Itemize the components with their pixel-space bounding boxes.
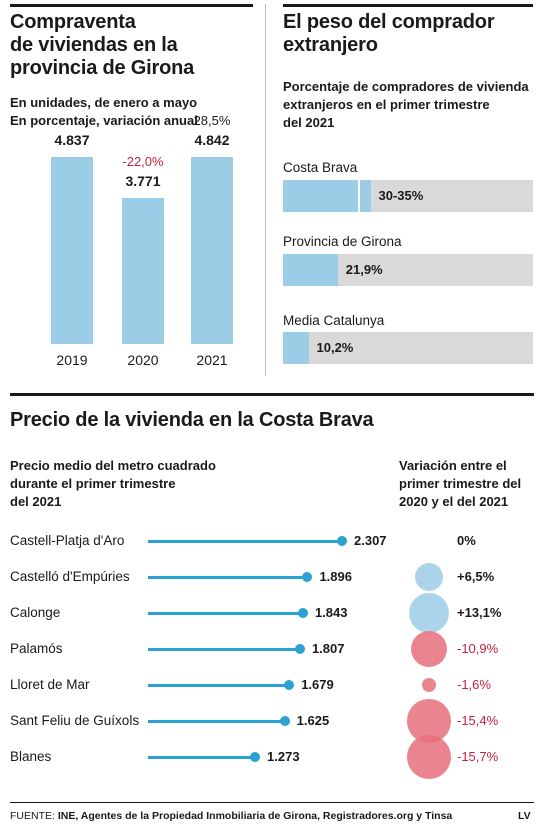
bar-2019: [51, 157, 93, 344]
variation-bubble: [410, 630, 448, 668]
price-value-label: 1.679: [301, 677, 334, 692]
price-value-label: 1.625: [296, 713, 330, 728]
variation-label: +6,5%: [457, 569, 495, 584]
municipality-label: Blanes: [10, 749, 52, 764]
share-value-label: 30-35%: [378, 188, 424, 203]
share-bar-media-catalunya: [283, 332, 309, 364]
price-dot: [284, 680, 295, 690]
bottom-rule: [10, 393, 534, 396]
municipality-label: Lloret de Mar: [10, 677, 90, 692]
bar-value-label: 4.842: [194, 132, 230, 148]
share-value-label: 21,9%: [345, 262, 383, 277]
source-text: INE, Agentes de la Propiedad Inmobiliari…: [57, 810, 453, 822]
price-stem: [148, 611, 303, 615]
bar-change-label: -22,0%: [122, 154, 164, 170]
source-prefix: FUENTE:: [10, 810, 55, 822]
price-stem: [148, 647, 300, 651]
left-chart-notes: En unidades, de enero a mayo En porcenta…: [10, 95, 198, 128]
share-track: 21,9%: [283, 254, 533, 286]
variation-bubble: [408, 592, 450, 634]
year-tick-label: 2020: [127, 352, 159, 368]
bar-value-label: 4.837: [54, 132, 90, 149]
price-dot: [297, 608, 308, 618]
region-label: Costa Brava: [283, 160, 358, 175]
variation-bubble: [414, 562, 444, 592]
price-stem: [148, 683, 290, 687]
price-stem: [148, 719, 285, 723]
municipality-label: Castelló d'Empúries: [10, 569, 130, 584]
year-tick-label: 2021: [196, 352, 228, 368]
share-track: 10,2%: [283, 332, 533, 364]
price-stem: [148, 575, 308, 579]
price-dot: [294, 644, 305, 654]
region-label: Provincia de Girona: [283, 234, 402, 249]
price-value-label: 1.843: [314, 605, 348, 620]
price-value-label: 1.896: [319, 569, 352, 584]
top-left-rule: [10, 4, 253, 7]
left-chart-title: Compraventa de viviendas en la provincia…: [10, 11, 195, 79]
share-bar-costa-brava: [283, 180, 371, 212]
share-bar-provincia-de-girona: [283, 254, 338, 286]
price-stem: [148, 539, 342, 543]
right-chart-subtitle: Porcentaje de compradores de vivienda ex…: [283, 79, 529, 130]
bottom-chart-title: Precio de la vivienda en la Costa Brava: [10, 409, 374, 431]
share-range-divider: [358, 180, 360, 212]
top-right-rule: [283, 4, 533, 7]
variation-bubble: [421, 677, 436, 692]
variation-label: +13,1%: [457, 605, 502, 620]
bar-2020: [122, 198, 164, 344]
variation-label: -15,7%: [457, 749, 499, 764]
variation-label: -1,6%: [457, 677, 491, 692]
brand-logo: LV: [518, 810, 531, 822]
price-value-label: 1.807: [311, 641, 345, 656]
municipality-label: Calonge: [10, 605, 61, 620]
variation-bubble: [407, 735, 451, 779]
variation-label: -15,4%: [457, 713, 499, 728]
share-value-label: 10,2%: [316, 340, 354, 355]
price-value-label: 1.273: [267, 749, 300, 764]
variation-label: 0%: [457, 533, 476, 548]
footer-rule: [10, 802, 534, 803]
panel-separator: [265, 4, 266, 376]
bar-value-label: 3.771: [125, 173, 161, 190]
source-note: FUENTE: INE, Agentes de la Propiedad Inm…: [10, 810, 480, 822]
price-dot: [302, 572, 313, 582]
price-dot: [337, 536, 347, 546]
share-track: 30-35%: [283, 180, 533, 212]
price-value-label: 2.307: [354, 533, 387, 548]
bar-2021: [191, 157, 233, 344]
variation-label: -10,9%: [457, 641, 499, 656]
region-label: Media Catalunya: [283, 313, 385, 328]
price-header: Precio medio del metro cuadrado durante …: [10, 458, 216, 509]
municipality-label: Sant Feliu de Guíxols: [10, 713, 140, 728]
municipality-label: Castell-Platja d'Aro: [10, 533, 125, 548]
bar-change-label: 28,5%: [193, 113, 231, 128]
price-dot: [279, 716, 290, 726]
variation-header: Variación entre el primer trimestre del …: [399, 458, 522, 509]
price-dot: [250, 752, 261, 762]
right-chart-title: El peso del comprador extranjero: [283, 11, 495, 56]
year-tick-label: 2019: [56, 352, 88, 368]
municipality-label: Palamós: [10, 641, 63, 656]
price-stem: [148, 755, 256, 759]
